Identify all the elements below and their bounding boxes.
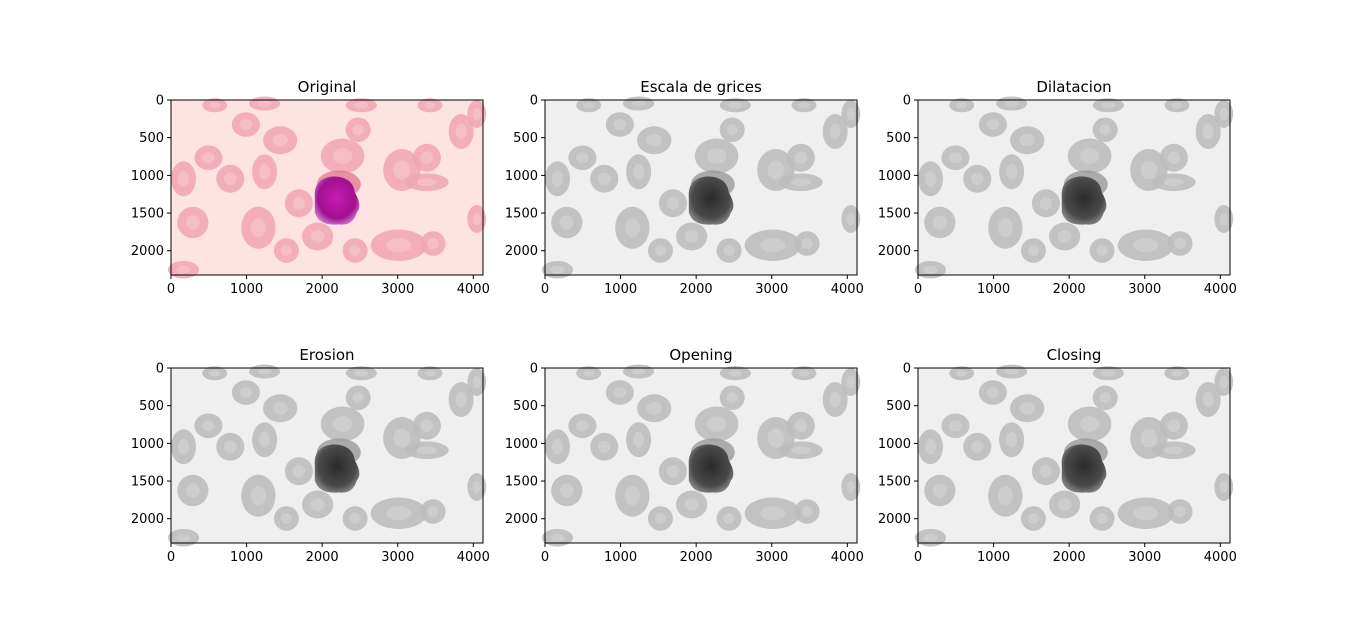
y-tick-label: 1500: [131, 475, 164, 490]
axes-frame: [170, 99, 484, 276]
x-tick-label: 0: [541, 282, 549, 297]
x-tick-label: 1000: [977, 282, 1010, 297]
x-tick-label: 3000: [755, 282, 788, 297]
x-tick-label: 4000: [457, 550, 490, 565]
y-tick-label: 2000: [131, 244, 164, 259]
axes-frame: [917, 99, 1231, 276]
y-tick-label: 2000: [878, 244, 911, 259]
x-tick-label: 1000: [604, 282, 637, 297]
y-tick-label: 1500: [878, 207, 911, 222]
y-tick-label: 1500: [878, 475, 911, 490]
panel-image: [167, 96, 487, 279]
x-tick-label: 2000: [306, 550, 339, 565]
y-tick-label: 2000: [505, 512, 538, 527]
x-tick-label: 3000: [381, 550, 414, 565]
panel-image: [541, 96, 861, 279]
panel-title: Escala de grices: [640, 78, 762, 96]
y-tick-label: 1500: [131, 207, 164, 222]
y-tick-label: 1000: [878, 437, 911, 452]
panel-1: Original 0 1000 2000 3000 4000 0 500 1000 1500 200…: [131, 78, 490, 297]
y-tick-label: 2000: [878, 512, 911, 527]
x-tick-label: 0: [541, 550, 549, 565]
y-tick-label: 0: [156, 362, 164, 377]
y-tick-label: 1000: [131, 437, 164, 452]
x-tick-label: 3000: [1128, 550, 1161, 565]
y-tick-label: 1000: [505, 437, 538, 452]
x-tick-label: 3000: [381, 282, 414, 297]
y-tick-label: 1000: [131, 169, 164, 184]
panel-image: [541, 364, 861, 547]
x-tick-label: 2000: [680, 282, 713, 297]
x-tick-label: 2000: [306, 282, 339, 297]
y-tick-label: 0: [530, 94, 538, 109]
panel-image: [914, 364, 1234, 547]
panel-image: [914, 96, 1234, 279]
panel-title: Erosion: [299, 346, 354, 364]
y-tick-label: 500: [139, 131, 164, 146]
panel-title: Opening: [669, 346, 732, 364]
y-tick-label: 0: [156, 94, 164, 109]
y-tick-label: 2000: [505, 244, 538, 259]
panel-title: Dilatacion: [1036, 78, 1111, 96]
x-tick-label: 2000: [1053, 550, 1086, 565]
axes-frame: [170, 367, 484, 544]
axes-frame: [917, 367, 1231, 544]
y-tick-label: 500: [886, 131, 911, 146]
x-tick-label: 0: [914, 550, 922, 565]
x-tick-label: 1000: [604, 550, 637, 565]
x-tick-label: 4000: [1204, 550, 1237, 565]
x-tick-label: 0: [914, 282, 922, 297]
x-tick-label: 3000: [755, 550, 788, 565]
x-tick-label: 1000: [230, 550, 263, 565]
x-tick-label: 4000: [1204, 282, 1237, 297]
panel-5: Opening 0 1000 2000 3000 4000 0 500 1000 1500 2000: [505, 346, 864, 565]
y-tick-label: 1000: [878, 169, 911, 184]
x-tick-label: 1000: [977, 550, 1010, 565]
panel-image: [167, 364, 487, 547]
x-tick-label: 3000: [1128, 282, 1161, 297]
x-tick-label: 0: [167, 550, 175, 565]
x-tick-label: 0: [167, 282, 175, 297]
x-tick-label: 4000: [457, 282, 490, 297]
y-tick-label: 0: [903, 362, 911, 377]
panel-title: Original: [298, 78, 357, 96]
y-tick-label: 1500: [505, 207, 538, 222]
y-tick-label: 1000: [505, 169, 538, 184]
panel-2: Escala de grices 0 1000 2000 3000 4000 0 500 100…: [505, 78, 864, 297]
x-tick-label: 4000: [831, 282, 864, 297]
x-tick-label: 2000: [1053, 282, 1086, 297]
y-tick-label: 1500: [505, 475, 538, 490]
x-tick-label: 1000: [230, 282, 263, 297]
y-tick-label: 500: [513, 131, 538, 146]
x-tick-label: 2000: [680, 550, 713, 565]
panel-3: Dilatacion 0 1000 2000 3000 4000 0 500 1000 1500 2…: [878, 78, 1237, 297]
y-tick-label: 500: [513, 399, 538, 414]
y-tick-label: 500: [886, 399, 911, 414]
panel-title: Closing: [1047, 346, 1102, 364]
y-tick-label: 2000: [131, 512, 164, 527]
panel-6: Closing 0 1000 2000 3000 4000 0 500 1000 1500 2000: [878, 346, 1237, 565]
y-tick-label: 0: [530, 362, 538, 377]
y-tick-label: 500: [139, 399, 164, 414]
y-tick-label: 0: [903, 94, 911, 109]
x-tick-label: 4000: [831, 550, 864, 565]
axes-frame: [544, 367, 858, 544]
panel-4: Erosion 0 1000 2000 3000 4000 0 500 1000 1500 2000: [131, 346, 490, 565]
axes-frame: [544, 99, 858, 276]
